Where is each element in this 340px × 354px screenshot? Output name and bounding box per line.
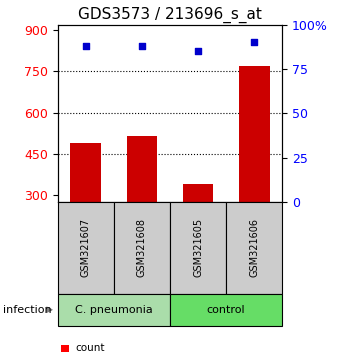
Bar xyxy=(70,143,101,277)
Bar xyxy=(126,136,157,277)
Text: GSM321607: GSM321607 xyxy=(81,218,91,278)
Bar xyxy=(239,66,270,277)
Text: infection: infection xyxy=(3,305,52,315)
Bar xyxy=(170,294,282,326)
Bar xyxy=(183,184,214,277)
Point xyxy=(195,48,201,54)
Bar xyxy=(114,202,170,294)
Text: count: count xyxy=(75,343,105,354)
Bar xyxy=(58,294,170,326)
Text: C. pneumonia: C. pneumonia xyxy=(75,305,153,315)
Text: GSM321606: GSM321606 xyxy=(249,218,259,277)
Bar xyxy=(170,202,226,294)
Bar xyxy=(226,202,282,294)
Title: GDS3573 / 213696_s_at: GDS3573 / 213696_s_at xyxy=(78,7,262,23)
Point xyxy=(139,43,145,49)
Text: GSM321608: GSM321608 xyxy=(137,218,147,277)
Point xyxy=(83,43,88,49)
Bar xyxy=(58,202,114,294)
Text: control: control xyxy=(207,305,245,315)
Text: GSM321605: GSM321605 xyxy=(193,218,203,278)
Point xyxy=(252,40,257,45)
